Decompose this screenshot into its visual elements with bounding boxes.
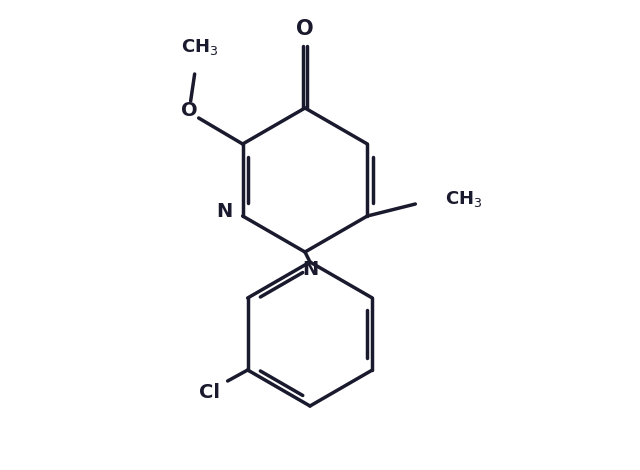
Text: O: O <box>181 101 198 119</box>
Text: N: N <box>302 259 318 279</box>
Text: O: O <box>296 19 314 39</box>
Text: CH$_3$: CH$_3$ <box>181 37 218 57</box>
Text: Cl: Cl <box>199 384 220 402</box>
Text: CH$_3$: CH$_3$ <box>445 189 483 209</box>
Text: N: N <box>216 202 233 220</box>
